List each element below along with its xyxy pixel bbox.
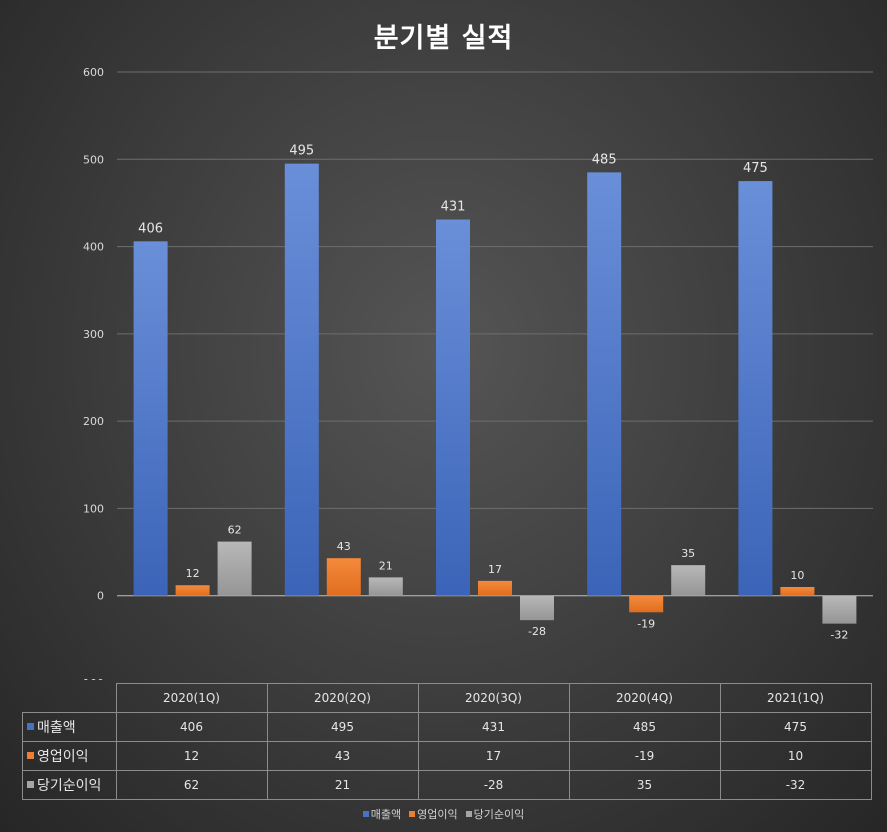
table-column-header: 2020(3Q) bbox=[417, 683, 570, 713]
table-row: 매출액 406 495 431 485 475 bbox=[22, 711, 872, 742]
y-tick-label: 0 bbox=[97, 590, 104, 603]
data-label: 10 bbox=[790, 569, 804, 582]
data-label: 485 bbox=[592, 152, 617, 167]
table-row-header: 매출액 bbox=[22, 711, 117, 742]
legend-item: 당기순이익 bbox=[465, 808, 525, 821]
bar bbox=[738, 181, 773, 596]
table-row: 당기순이익 62 21 -28 35 -32 bbox=[22, 769, 872, 800]
table-cell: 475 bbox=[719, 711, 872, 742]
legend-item: 영업이익 bbox=[409, 808, 458, 821]
data-label: 406 bbox=[138, 221, 163, 236]
bar bbox=[629, 595, 664, 613]
table-cell: 62 bbox=[115, 769, 268, 800]
data-label: 17 bbox=[488, 563, 502, 576]
table-corner bbox=[23, 684, 117, 713]
y-tick-label: 100 bbox=[83, 502, 104, 515]
bar bbox=[436, 219, 470, 596]
bar bbox=[217, 541, 252, 596]
plot-area: 600 500 400 300 200 100 0 -100 406 12 62 495 43 21 43… bbox=[79, 66, 873, 680]
y-tick-label: 500 bbox=[83, 153, 104, 166]
bar bbox=[175, 585, 210, 596]
bar bbox=[368, 577, 403, 596]
legend-swatch bbox=[362, 811, 369, 817]
table-cell: 35 bbox=[568, 769, 721, 800]
series-name: 매출액 bbox=[37, 719, 76, 736]
series-swatch bbox=[27, 780, 34, 788]
table-cell: 17 bbox=[417, 740, 570, 771]
series-swatch bbox=[27, 722, 34, 730]
table-cell: -28 bbox=[417, 769, 570, 800]
table-cell: 43 bbox=[266, 740, 419, 771]
data-label: 21 bbox=[379, 559, 393, 572]
table-column-header: 2020(1Q) bbox=[115, 683, 268, 713]
data-label: -28 bbox=[528, 625, 546, 638]
series-swatch bbox=[27, 751, 34, 759]
legend-label: 매출액 bbox=[370, 808, 402, 821]
table-cell: -32 bbox=[719, 769, 872, 800]
data-table: 2020(1Q) 2020(2Q) 2020(3Q) 2020(4Q) 2021(1Q)… bbox=[22, 683, 872, 800]
data-label: 431 bbox=[441, 200, 466, 215]
data-label: 475 bbox=[743, 161, 768, 176]
data-label: -32 bbox=[830, 629, 848, 642]
table-cell: -19 bbox=[568, 740, 721, 771]
y-tick-label: 200 bbox=[83, 415, 104, 428]
data-label: 62 bbox=[228, 524, 242, 537]
table-row-header: 당기순이익 bbox=[22, 769, 117, 800]
legend-swatch bbox=[409, 811, 416, 817]
bar bbox=[284, 163, 319, 596]
table-column-header: 2021(1Q) bbox=[719, 683, 872, 713]
bar bbox=[326, 558, 361, 596]
bar bbox=[671, 565, 706, 596]
chart-title: 분기별 실적 bbox=[373, 23, 514, 54]
table-row: 영업이익 12 43 17 -19 10 bbox=[22, 740, 872, 771]
table-column-header: 2020(4Q) bbox=[568, 683, 721, 713]
y-tick-label: 600 bbox=[83, 66, 104, 79]
data-label: -19 bbox=[637, 617, 655, 630]
table-cell: 406 bbox=[115, 711, 268, 742]
bar bbox=[587, 172, 622, 596]
legend-label: 당기순이익 bbox=[473, 808, 525, 821]
series-name: 당기순이익 bbox=[37, 777, 102, 794]
bar bbox=[822, 595, 857, 624]
table-cell: 10 bbox=[719, 740, 872, 771]
bar bbox=[520, 595, 554, 621]
bar bbox=[133, 241, 168, 596]
legend-label: 영업이익 bbox=[417, 808, 458, 821]
table-cell: 12 bbox=[115, 740, 268, 771]
legend: 매출액 영업이익 당기순이익 bbox=[0, 806, 887, 822]
table-column-header: 2020(2Q) bbox=[266, 683, 419, 713]
y-tick-label: 300 bbox=[83, 328, 104, 341]
table-cell: 485 bbox=[568, 711, 721, 742]
y-tick-label: -100 bbox=[79, 677, 104, 680]
table-cell: 431 bbox=[417, 711, 570, 742]
table-cell: 21 bbox=[266, 769, 419, 800]
data-label: 495 bbox=[289, 144, 314, 159]
y-tick-label: 400 bbox=[83, 241, 104, 254]
legend-swatch bbox=[465, 811, 472, 817]
table-row-header: 영업이익 bbox=[22, 740, 117, 771]
data-label: 12 bbox=[186, 567, 200, 580]
data-label: 35 bbox=[681, 547, 695, 560]
legend-item: 매출액 bbox=[362, 808, 402, 821]
data-label: 43 bbox=[337, 540, 351, 553]
table-cell: 495 bbox=[266, 711, 419, 742]
bar bbox=[478, 580, 512, 596]
bar bbox=[780, 586, 815, 596]
series-name: 영업이익 bbox=[37, 748, 89, 765]
